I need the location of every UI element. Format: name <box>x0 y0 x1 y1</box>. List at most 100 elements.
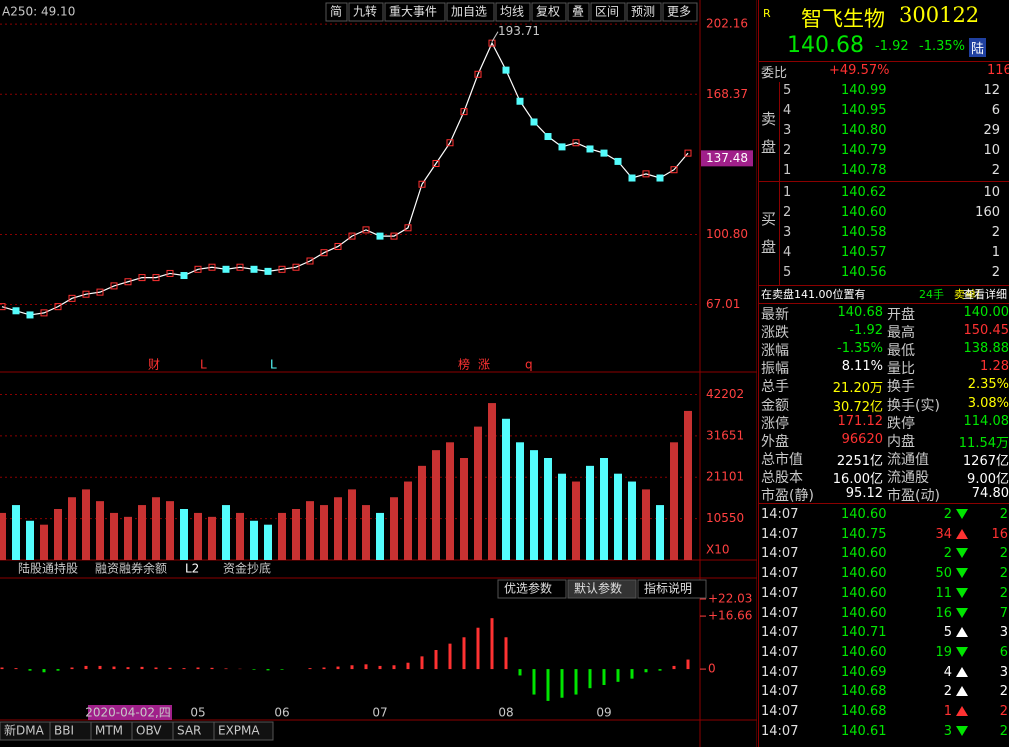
trade-row: 14:07 140.68 2 2 <box>759 682 1009 701</box>
indicator-tab-label[interactable]: 新DMA <box>4 723 45 738</box>
macd-button-label[interactable]: 默认参数 <box>574 581 622 596</box>
candle <box>138 274 146 282</box>
volume-bar <box>264 524 272 560</box>
macd-button-label[interactable]: 指标说明 <box>644 581 692 596</box>
macd-button[interactable] <box>497 579 567 599</box>
event-marker[interactable]: 榜 <box>458 357 470 372</box>
macd-button-label[interactable]: 优选参数 <box>504 581 552 596</box>
event-marker[interactable]: 涨 <box>478 357 490 372</box>
trade-volume: 11 <box>935 585 952 601</box>
toolbar-button[interactable] <box>531 2 567 22</box>
order-row: 1 140.62 10 <box>759 183 1009 202</box>
indicator-tab-label[interactable]: OBV <box>136 724 162 738</box>
stat-label: 振幅 <box>761 361 789 378</box>
toolbar-button[interactable] <box>348 2 384 22</box>
event-marker[interactable]: 财 <box>148 358 160 372</box>
toolbar-button-label[interactable]: 复权 <box>536 5 560 19</box>
stat-label: 总手 <box>761 379 789 396</box>
toolbar-button-label[interactable]: 预测 <box>631 5 655 19</box>
toolbar-button[interactable] <box>495 2 531 22</box>
y-tick-label: 31651 <box>706 428 744 442</box>
volume-bar <box>614 473 622 560</box>
tab-label[interactable]: 融资融券余额 <box>95 561 167 576</box>
candle <box>54 303 62 311</box>
stat-label: 最高 <box>887 325 915 342</box>
candle <box>642 170 650 178</box>
toolbar-button-label[interactable]: 加自选 <box>451 5 487 19</box>
toolbar-button-label[interactable]: 简 <box>330 5 342 19</box>
volume-bar <box>390 497 398 560</box>
stat-label: 金额 <box>761 397 789 414</box>
volume-bar <box>208 516 216 560</box>
notice[interactable]: 查看详细 <box>963 288 1007 301</box>
order-price: 140.99 <box>841 83 887 98</box>
toolbar-button[interactable] <box>662 2 698 22</box>
candle <box>208 263 216 271</box>
toolbar-button-label[interactable]: 更多 <box>667 5 691 19</box>
toolbar-button[interactable] <box>626 2 662 22</box>
order-row: 4 140.57 1 <box>759 243 1009 262</box>
stat-value: 138.88 <box>963 341 1009 357</box>
event-marker[interactable]: L <box>270 358 277 372</box>
order-volume: 12 <box>983 83 1000 98</box>
quote-panel: R 智飞生物 300122 140.68 -1.92 -1.35% 陆委比 +49.57% 11… <box>758 0 1009 747</box>
toolbar-button-label[interactable]: 区间 <box>595 5 619 19</box>
volume-bar <box>474 426 482 560</box>
stat-label: 量比 <box>887 361 915 378</box>
trade-volume: 19 <box>935 644 952 660</box>
x-tick-label: 06 <box>274 706 289 720</box>
stock-code: 300122 <box>899 3 980 27</box>
order-price: 140.79 <box>841 143 887 158</box>
stat-label: 换手(实) <box>887 397 940 414</box>
candle <box>376 232 384 240</box>
trade-arrow <box>956 607 968 618</box>
level: 2 <box>783 205 792 220</box>
candle <box>614 157 622 165</box>
event-marker[interactable]: L <box>200 358 207 372</box>
indicator-tab-label[interactable]: BBI <box>54 724 74 738</box>
x-tick-label: 08 <box>498 706 513 720</box>
indicator-tab[interactable] <box>213 721 274 741</box>
stat-value: 95.12 <box>845 486 883 501</box>
trade-price: 140.71 <box>841 625 887 641</box>
y-tick-label: 100.80 <box>706 227 748 241</box>
candle <box>152 274 160 282</box>
volume-bar <box>446 442 454 560</box>
candle <box>446 139 454 147</box>
volume-bar <box>26 520 34 560</box>
tab-label[interactable]: 陆股通持股 <box>18 561 78 576</box>
candle <box>292 263 300 271</box>
candle <box>544 133 552 141</box>
stat-value: 11.54万 <box>958 435 1009 451</box>
toolbar-button[interactable] <box>384 2 446 22</box>
pct: -1.35% <box>919 39 965 54</box>
y-tick-label: 42202 <box>706 387 744 401</box>
macd-button[interactable] <box>567 579 637 599</box>
indicator-tab-label[interactable]: SAR <box>177 724 201 738</box>
toolbar-button[interactable] <box>446 2 495 22</box>
volume-bar <box>530 450 538 560</box>
trade-row: 14:07 140.60 16 7 <box>759 604 1009 623</box>
candle <box>40 309 48 317</box>
macd-button[interactable] <box>637 579 707 599</box>
indicator-tab-label[interactable]: MTM <box>95 724 123 738</box>
toolbar-button[interactable] <box>325 2 348 22</box>
volume-bar <box>124 516 132 560</box>
toolbar-button-label[interactable]: 均线 <box>500 5 524 19</box>
y-tick-label: 10550 <box>706 511 744 525</box>
stat-label: 涨跌 <box>761 325 789 342</box>
toolbar-button-label[interactable]: 重大事件 <box>389 5 437 19</box>
stat-value: 16.00亿 <box>832 471 883 487</box>
toolbar-button-label[interactable]: 叠 <box>572 5 584 19</box>
toolbar-button[interactable] <box>590 2 626 22</box>
tab-label[interactable]: 资金抄底 <box>223 561 271 576</box>
toolbar-button-label[interactable]: 九转 <box>353 4 377 19</box>
trade-price: 140.60 <box>841 546 887 562</box>
candle <box>124 278 132 286</box>
stat-label: 总市值 <box>761 451 803 468</box>
toolbar-button[interactable] <box>567 2 590 22</box>
x-tick-label: 09 <box>596 706 611 720</box>
event-marker[interactable]: q <box>525 358 533 372</box>
indicator-tab-label[interactable]: EXPMA <box>218 724 260 738</box>
tab-label[interactable]: L2 <box>185 562 199 576</box>
